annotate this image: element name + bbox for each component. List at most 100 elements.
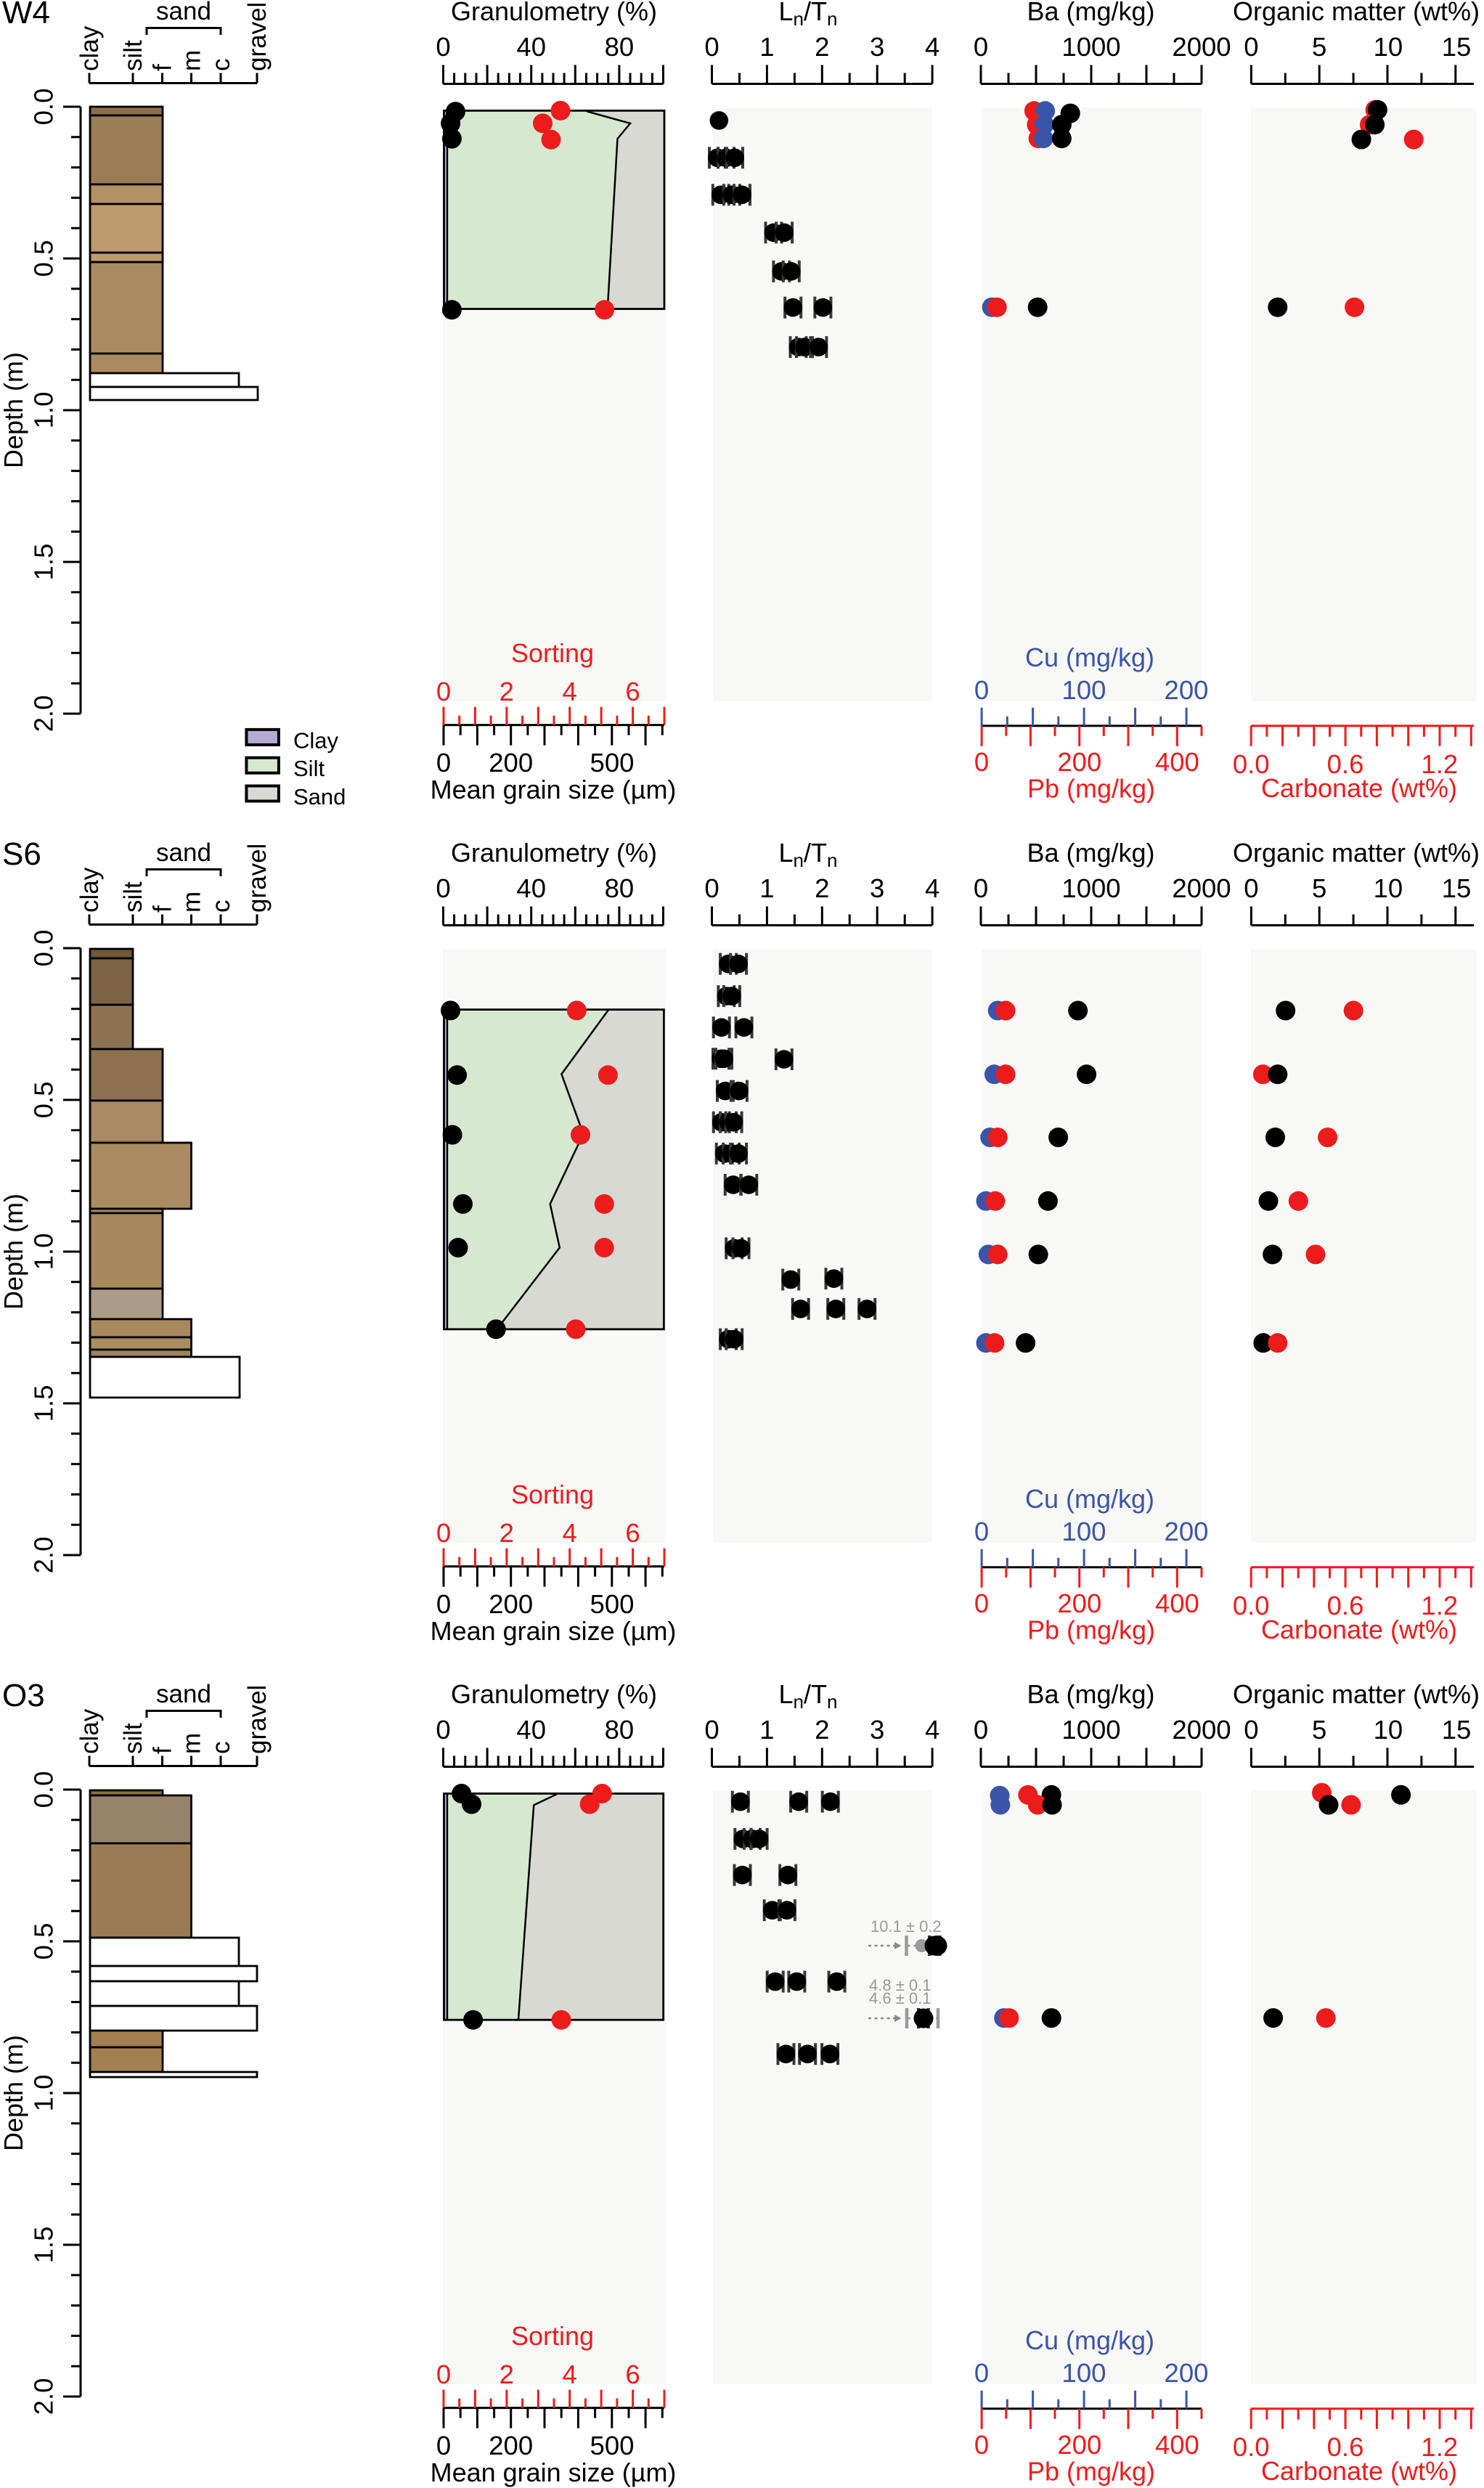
svg-text:0: 0	[436, 1518, 451, 1548]
svg-text:4: 4	[925, 32, 939, 62]
svg-text:0: 0	[974, 1517, 989, 1546]
svg-text:4: 4	[925, 873, 939, 903]
svg-text:clay: clay	[76, 867, 104, 913]
svg-text:15: 15	[1442, 32, 1472, 62]
svg-text:Sorting: Sorting	[511, 1480, 594, 1509]
svg-text:0: 0	[436, 2431, 451, 2460]
svg-text:Cu (mg/kg): Cu (mg/kg)	[1025, 1484, 1154, 1514]
svg-text:0: 0	[974, 1588, 989, 1618]
svg-text:Organic matter (wt%): Organic matter (wt%)	[1233, 1679, 1480, 1709]
svg-text:100: 100	[1062, 1517, 1106, 1546]
svg-text:80: 80	[605, 1715, 635, 1745]
svg-text:0: 0	[436, 748, 451, 778]
svg-text:0.0: 0.0	[29, 89, 59, 126]
svg-text:2000: 2000	[1172, 1715, 1231, 1745]
svg-text:3: 3	[870, 873, 884, 903]
svg-text:4: 4	[563, 1518, 577, 1548]
svg-text:O3: O3	[2, 1678, 45, 1713]
svg-text:0: 0	[436, 677, 451, 706]
svg-text:200: 200	[1057, 1588, 1101, 1618]
svg-text:silt: silt	[119, 1723, 147, 1754]
svg-text:sand: sand	[156, 1680, 211, 1708]
svg-text:200: 200	[1165, 1517, 1209, 1546]
svg-text:1.2: 1.2	[1421, 2432, 1458, 2462]
svg-text:4: 4	[925, 1715, 939, 1745]
svg-text:Ba (mg/kg): Ba (mg/kg)	[1027, 838, 1154, 868]
svg-text:3: 3	[870, 1715, 884, 1745]
svg-text:0.6: 0.6	[1327, 1591, 1364, 1620]
svg-text:15: 15	[1442, 873, 1472, 903]
svg-text:0.0: 0.0	[1233, 2432, 1270, 2462]
svg-text:0: 0	[1244, 32, 1258, 62]
svg-text:5: 5	[1312, 873, 1326, 903]
svg-text:Sand: Sand	[293, 784, 346, 809]
svg-text:1.0: 1.0	[29, 392, 59, 429]
svg-text:400: 400	[1155, 1588, 1199, 1618]
svg-text:Pb (mg/kg): Pb (mg/kg)	[1027, 2457, 1155, 2487]
svg-text:W4: W4	[2, 0, 50, 30]
svg-text:40: 40	[516, 32, 546, 62]
svg-text:0: 0	[974, 2358, 989, 2388]
svg-text:4: 4	[563, 2359, 577, 2389]
svg-text:sand: sand	[156, 839, 211, 867]
svg-text:Mean grain size (µm): Mean grain size (µm)	[431, 2458, 677, 2487]
svg-text:1.0: 1.0	[29, 2075, 59, 2112]
svg-text:Granulometry (%): Granulometry (%)	[451, 1679, 657, 1709]
svg-text:6: 6	[625, 677, 640, 706]
svg-text:Cu (mg/kg): Cu (mg/kg)	[1025, 643, 1154, 672]
svg-text:200: 200	[1057, 747, 1101, 777]
svg-text:gravel: gravel	[243, 2, 272, 71]
svg-text:gravel: gravel	[243, 844, 272, 913]
svg-text:1.5: 1.5	[29, 1385, 59, 1422]
svg-text:0: 0	[704, 1715, 719, 1745]
svg-text:m: m	[178, 1733, 206, 1754]
svg-text:0: 0	[704, 32, 719, 62]
svg-text:2000: 2000	[1172, 32, 1231, 62]
svg-text:500: 500	[590, 1589, 635, 1619]
svg-text:Carbonate (wt%): Carbonate (wt%)	[1261, 773, 1457, 803]
svg-text:gravel: gravel	[243, 1685, 272, 1754]
svg-text:Mean grain size (µm): Mean grain size (µm)	[431, 1616, 677, 1646]
svg-text:1: 1	[759, 32, 774, 62]
svg-text:f: f	[149, 64, 177, 71]
svg-text:5: 5	[1312, 1715, 1326, 1745]
svg-text:0: 0	[974, 2430, 989, 2460]
svg-text:15: 15	[1442, 1715, 1472, 1745]
svg-text:200: 200	[489, 1589, 533, 1619]
svg-text:1000: 1000	[1061, 873, 1120, 903]
svg-text:0.6: 0.6	[1327, 749, 1364, 779]
svg-text:0.6: 0.6	[1327, 2432, 1364, 2462]
svg-text:200: 200	[1165, 675, 1209, 705]
svg-text:Clay: Clay	[293, 727, 339, 753]
svg-text:40: 40	[516, 873, 546, 903]
svg-text:c: c	[207, 1742, 235, 1755]
svg-text:S6: S6	[2, 836, 41, 872]
svg-text:Mean grain size (µm): Mean grain size (µm)	[431, 775, 677, 804]
svg-text:m: m	[178, 892, 206, 913]
svg-text:1000: 1000	[1061, 32, 1120, 62]
svg-text:1.5: 1.5	[29, 544, 59, 581]
svg-text:80: 80	[605, 873, 635, 903]
svg-text:1.0: 1.0	[29, 1233, 59, 1270]
svg-text:2.0: 2.0	[29, 1537, 59, 1574]
svg-text:10: 10	[1374, 32, 1403, 62]
svg-text:Cu (mg/kg): Cu (mg/kg)	[1025, 2325, 1154, 2355]
svg-text:c: c	[207, 59, 235, 72]
svg-text:2: 2	[500, 2359, 514, 2389]
svg-text:0: 0	[436, 1589, 451, 1619]
svg-text:Ba (mg/kg): Ba (mg/kg)	[1027, 1679, 1154, 1709]
svg-text:2000: 2000	[1172, 873, 1231, 903]
svg-text:0: 0	[436, 1715, 450, 1745]
svg-text:2: 2	[500, 677, 514, 706]
svg-text:200: 200	[489, 2431, 533, 2460]
svg-text:Silt: Silt	[293, 756, 325, 781]
svg-text:Ba (mg/kg): Ba (mg/kg)	[1027, 0, 1154, 26]
svg-text:0: 0	[974, 747, 989, 777]
svg-text:1000: 1000	[1061, 1715, 1120, 1745]
svg-text:Granulometry (%): Granulometry (%)	[451, 0, 657, 26]
svg-text:0.0: 0.0	[1233, 1591, 1270, 1620]
svg-text:m: m	[178, 50, 206, 71]
svg-text:400: 400	[1155, 2430, 1199, 2460]
svg-text:silt: silt	[119, 40, 147, 71]
svg-text:0.5: 0.5	[29, 240, 59, 277]
